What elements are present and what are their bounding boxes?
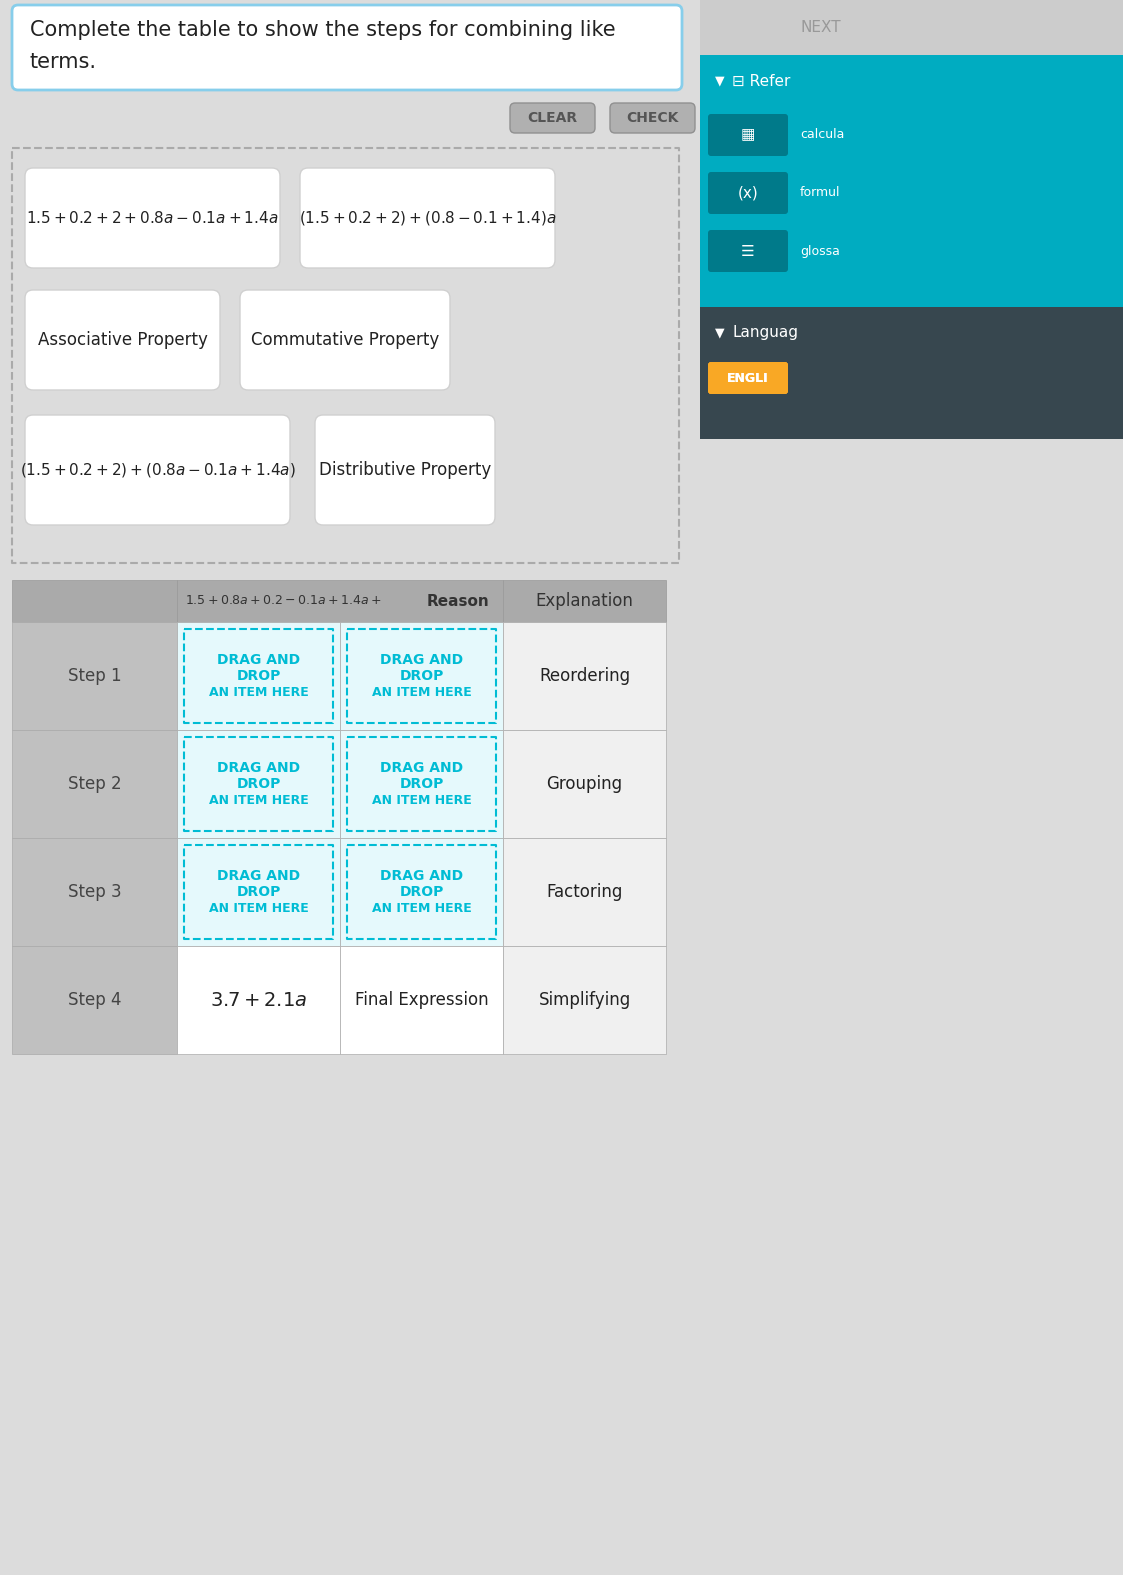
Text: Reordering: Reordering	[539, 666, 630, 685]
Text: DRAG AND: DRAG AND	[380, 869, 463, 884]
Bar	[177, 729, 340, 838]
Text: DRAG AND: DRAG AND	[217, 654, 300, 666]
Text: ☰: ☰	[741, 244, 755, 258]
Text: Associative Property: Associative Property	[37, 331, 208, 350]
Text: AN ITEM HERE: AN ITEM HERE	[209, 685, 309, 698]
Text: Complete the table to show the steps for combining like: Complete the table to show the steps for…	[30, 20, 615, 39]
FancyBboxPatch shape	[300, 169, 555, 268]
Text: DROP: DROP	[400, 776, 444, 791]
Bar	[503, 622, 666, 729]
Text: ▼: ▼	[715, 74, 724, 88]
Text: CHECK: CHECK	[626, 110, 678, 124]
Text: Step 4: Step 4	[67, 991, 121, 1010]
Bar	[700, 359, 1123, 439]
FancyBboxPatch shape	[707, 230, 788, 272]
FancyBboxPatch shape	[240, 290, 450, 391]
Text: NEXT: NEXT	[800, 19, 841, 35]
Text: (x): (x)	[738, 186, 758, 200]
Bar	[700, 307, 1123, 359]
Bar	[503, 580, 666, 622]
Text: Grouping: Grouping	[547, 775, 622, 792]
Text: glossa: glossa	[800, 244, 840, 257]
Text: Commutative Property: Commutative Property	[250, 331, 439, 350]
FancyBboxPatch shape	[25, 169, 280, 268]
Bar	[503, 838, 666, 947]
Text: AN ITEM HERE: AN ITEM HERE	[372, 901, 472, 915]
Text: Step 1: Step 1	[67, 666, 121, 685]
Text: DROP: DROP	[400, 669, 444, 684]
Text: AN ITEM HERE: AN ITEM HERE	[209, 794, 309, 806]
Bar	[12, 148, 679, 562]
Text: $(1.5 + 0.2 + 2) + (0.8a - 0.1a + 1.4a)$: $(1.5 + 0.2 + 2) + (0.8a - 0.1a + 1.4a)$	[19, 461, 295, 479]
Text: ⊟ Refer: ⊟ Refer	[732, 74, 791, 88]
Bar	[700, 107, 1123, 307]
Bar	[12, 838, 177, 947]
Text: DROP: DROP	[236, 776, 281, 791]
Text: formul: formul	[800, 186, 840, 200]
FancyBboxPatch shape	[707, 113, 788, 156]
Text: AN ITEM HERE: AN ITEM HERE	[209, 901, 309, 915]
Text: Languag: Languag	[732, 326, 798, 340]
Bar	[12, 580, 177, 622]
Text: $1.5 + 0.8a + 0.2 - 0.1a + 1.4a +$: $1.5 + 0.8a + 0.2 - 0.1a + 1.4a +$	[185, 594, 382, 608]
Text: ENGLI: ENGLI	[728, 372, 769, 384]
Bar	[700, 55, 1123, 107]
FancyBboxPatch shape	[707, 362, 788, 394]
Text: DROP: DROP	[400, 885, 444, 899]
Bar	[177, 580, 503, 622]
Text: Simplifying: Simplifying	[538, 991, 631, 1010]
Text: CLEAR: CLEAR	[527, 110, 577, 124]
Bar	[12, 947, 177, 1054]
Text: $1.5 + 0.2 + 2 + 0.8a - 0.1a + 1.4a$: $1.5 + 0.2 + 2 + 0.8a - 0.1a + 1.4a$	[26, 209, 279, 225]
FancyBboxPatch shape	[25, 414, 290, 524]
Text: DRAG AND: DRAG AND	[217, 761, 300, 775]
Bar	[177, 947, 340, 1054]
Text: AN ITEM HERE: AN ITEM HERE	[372, 685, 472, 698]
Bar	[340, 947, 503, 1054]
FancyBboxPatch shape	[707, 172, 788, 214]
Bar	[12, 729, 177, 838]
Text: DRAG AND: DRAG AND	[380, 761, 463, 775]
FancyBboxPatch shape	[610, 102, 695, 132]
Text: Step 2: Step 2	[67, 775, 121, 792]
Text: Reason: Reason	[427, 594, 490, 608]
Bar	[700, 0, 1123, 55]
Text: Distributive Property: Distributive Property	[319, 461, 491, 479]
Bar	[340, 622, 503, 729]
Text: DRAG AND: DRAG AND	[217, 869, 300, 884]
FancyBboxPatch shape	[510, 102, 595, 132]
Text: Final Expression: Final Expression	[355, 991, 489, 1010]
Text: terms.: terms.	[30, 52, 97, 72]
Bar	[177, 838, 340, 947]
Bar	[503, 947, 666, 1054]
Text: DROP: DROP	[236, 669, 281, 684]
Bar	[340, 729, 503, 838]
Bar	[12, 622, 177, 729]
FancyBboxPatch shape	[25, 290, 220, 391]
Text: Step 3: Step 3	[67, 884, 121, 901]
Bar	[177, 622, 340, 729]
Text: DRAG AND: DRAG AND	[380, 654, 463, 666]
FancyBboxPatch shape	[12, 5, 682, 90]
Text: ▼: ▼	[715, 326, 724, 340]
Text: DROP: DROP	[236, 885, 281, 899]
Text: Explanation: Explanation	[536, 592, 633, 610]
Text: AN ITEM HERE: AN ITEM HERE	[372, 794, 472, 806]
Text: calcula: calcula	[800, 129, 844, 142]
Text: Factoring: Factoring	[546, 884, 622, 901]
Text: $3.7 + 2.1a$: $3.7 + 2.1a$	[210, 991, 307, 1010]
Text: $(1.5 + 0.2 + 2) + (0.8 - 0.1 + 1.4)a$: $(1.5 + 0.2 + 2) + (0.8 - 0.1 + 1.4)a$	[299, 209, 556, 227]
FancyBboxPatch shape	[314, 414, 495, 524]
Bar	[340, 838, 503, 947]
FancyBboxPatch shape	[707, 362, 788, 394]
Text: ▦: ▦	[741, 128, 755, 142]
Bar	[503, 729, 666, 838]
Text: ENGLI: ENGLI	[728, 372, 769, 384]
